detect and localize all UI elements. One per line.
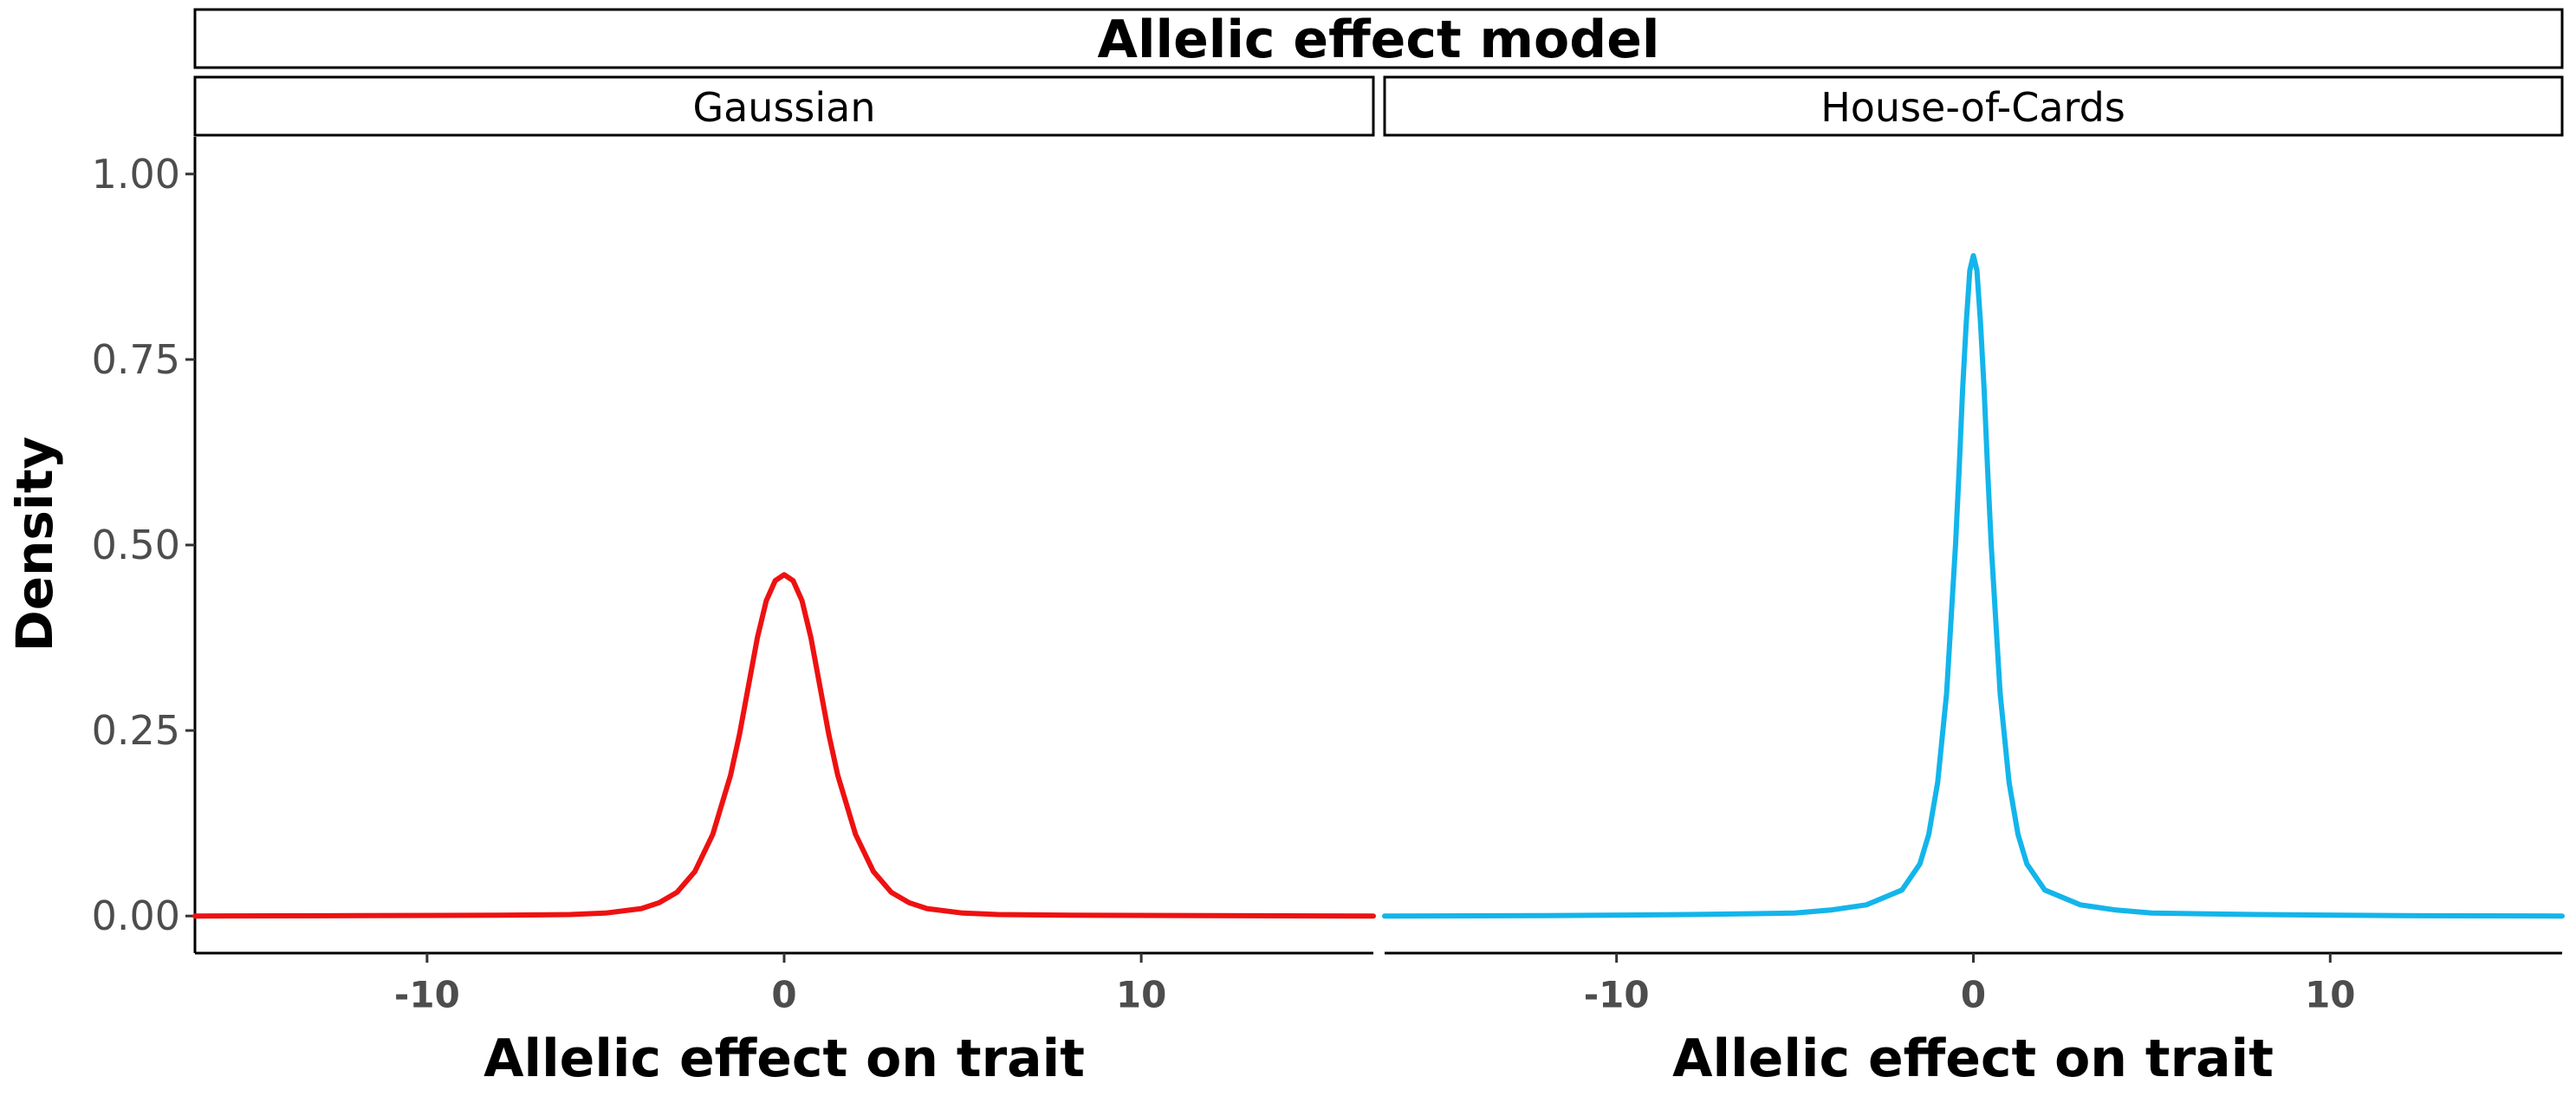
y-tick-label: 0.50: [92, 522, 180, 568]
x-tick-label-gaussian: -10: [394, 974, 460, 1016]
density-line-gaussian: [192, 572, 1376, 919]
y-tick-label: 1.00: [92, 151, 180, 198]
x-tick-label-gaussian: 0: [771, 974, 796, 1016]
x-tick-label-house-of-cards: 10: [2305, 974, 2355, 1016]
x-tick-label-gaussian: 10: [1116, 974, 1166, 1016]
density-line-house-of-cards: [1382, 253, 2565, 919]
x-tick-label-house-of-cards: 0: [1961, 974, 1986, 1016]
facet-strip-house-of-cards: [1383, 75, 2564, 137]
y-tick-label: 0.00: [92, 892, 180, 939]
x-axis-title-gaussian: Allelic effect on trait: [483, 1028, 1085, 1089]
y-axis-title: Density: [5, 437, 64, 652]
facet-strip-gaussian: [193, 75, 1375, 137]
x-tick-label-house-of-cards: -10: [1584, 974, 1650, 1016]
y-tick-label: 0.75: [92, 336, 180, 383]
x-axis-title-house-of-cards: Allelic effect on trait: [1672, 1028, 2274, 1089]
chart-title: Allelic effect model: [1098, 10, 1660, 70]
facet-label-house-of-cards: House-of-Cards: [1820, 84, 2125, 131]
title-strip: [193, 8, 2564, 69]
y-tick-label: 0.25: [92, 707, 180, 754]
facet-label-gaussian: Gaussian: [692, 84, 875, 131]
